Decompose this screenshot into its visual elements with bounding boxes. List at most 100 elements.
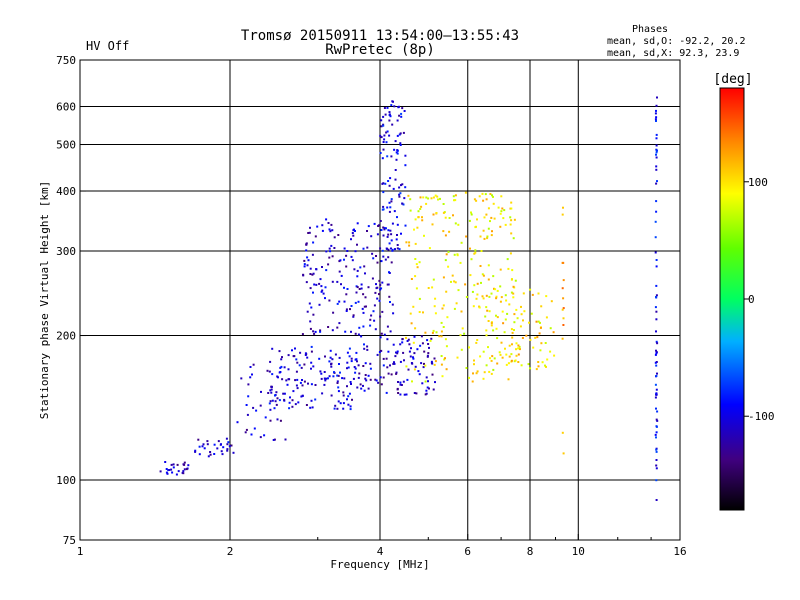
- data-point: [338, 356, 341, 359]
- data-point: [311, 253, 314, 256]
- data-point: [441, 375, 444, 378]
- data-point: [537, 361, 540, 363]
- data-point: [454, 194, 457, 197]
- data-point: [337, 234, 340, 236]
- data-point: [561, 308, 564, 311]
- data-point: [403, 359, 405, 362]
- data-point: [504, 223, 507, 226]
- data-point: [492, 368, 495, 371]
- data-point: [510, 232, 513, 235]
- data-point: [389, 206, 392, 209]
- data-point: [227, 441, 230, 444]
- data-point: [517, 353, 520, 356]
- colorbar-ticks: 100 0 -100: [744, 176, 775, 423]
- data-point: [319, 278, 322, 281]
- data-point: [468, 219, 471, 222]
- data-point: [511, 343, 513, 346]
- data-point: [491, 355, 494, 358]
- data-point: [485, 364, 488, 367]
- data-point: [187, 464, 190, 467]
- data-point: [435, 331, 438, 334]
- data-point: [336, 280, 339, 283]
- data-point: [510, 359, 513, 362]
- data-point: [357, 333, 360, 336]
- data-point: [382, 148, 385, 151]
- data-point: [367, 387, 370, 390]
- data-point: [342, 402, 345, 405]
- data-point: [372, 310, 375, 313]
- data-point: [655, 165, 658, 168]
- data-point: [284, 438, 287, 441]
- data-point: [452, 195, 455, 198]
- data-point: [480, 250, 483, 252]
- data-point: [434, 360, 437, 363]
- stats-o-mode: mean, sd,O: -92.2, 20.2: [607, 36, 745, 47]
- data-point: [388, 134, 391, 137]
- data-point: [378, 293, 380, 296]
- data-point: [423, 362, 425, 365]
- data-point: [431, 331, 434, 334]
- data-point: [430, 337, 433, 340]
- data-point: [270, 388, 273, 391]
- data-point: [401, 183, 404, 186]
- data-point: [413, 352, 416, 355]
- data-point: [168, 469, 171, 471]
- data-point: [276, 418, 279, 421]
- data-point: [562, 307, 565, 310]
- data-point: [553, 354, 556, 357]
- data-point: [359, 383, 362, 386]
- data-point: [414, 258, 417, 260]
- data-point: [457, 289, 460, 292]
- data-point: [226, 448, 229, 451]
- data-point: [655, 318, 658, 321]
- data-point: [463, 332, 466, 335]
- data-point: [303, 380, 306, 383]
- data-point: [360, 335, 363, 338]
- data-point: [656, 342, 659, 345]
- data-point: [540, 305, 543, 308]
- data-point: [339, 259, 342, 262]
- data-point: [473, 363, 475, 366]
- data-point: [482, 377, 485, 380]
- data-point: [655, 210, 658, 213]
- data-point: [390, 233, 393, 236]
- data-point: [357, 376, 360, 379]
- data-point: [392, 312, 395, 315]
- data-point: [500, 195, 503, 198]
- data-point: [356, 243, 358, 246]
- data-point: [394, 248, 396, 251]
- data-point: [324, 355, 326, 358]
- data-point: [655, 364, 658, 367]
- data-point: [381, 157, 384, 160]
- data-point: [483, 216, 486, 219]
- data-point: [370, 235, 373, 238]
- colorbar-label: [deg]: [713, 72, 752, 87]
- data-point: [414, 327, 417, 330]
- data-point: [331, 280, 334, 283]
- data-point: [318, 282, 321, 285]
- data-point: [409, 198, 412, 201]
- data-point: [273, 438, 276, 441]
- data-point: [382, 234, 385, 237]
- data-point: [455, 302, 458, 305]
- data-point: [369, 324, 372, 327]
- data-point: [213, 443, 216, 446]
- data-point: [396, 216, 398, 219]
- data-point: [396, 149, 399, 152]
- data-point: [330, 394, 333, 397]
- data-point: [490, 292, 493, 295]
- data-point: [271, 399, 274, 402]
- data-point: [439, 197, 441, 200]
- data-point: [354, 332, 357, 335]
- data-point: [309, 320, 312, 323]
- data-point: [268, 370, 271, 373]
- data-point: [350, 357, 353, 360]
- data-point: [380, 287, 383, 290]
- data-point: [177, 470, 180, 473]
- data-point: [332, 311, 335, 314]
- data-point: [489, 193, 492, 195]
- data-point: [342, 394, 345, 397]
- data-point: [346, 250, 349, 252]
- data-point: [375, 379, 378, 382]
- data-point: [655, 467, 658, 470]
